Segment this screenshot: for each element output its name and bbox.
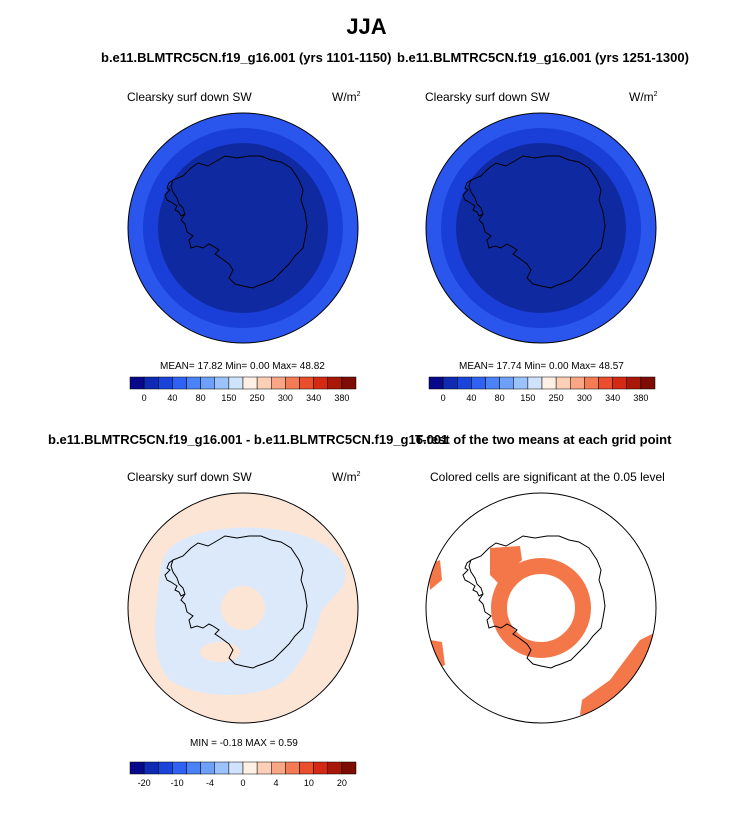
- panel-2-map: [418, 105, 668, 355]
- colorbar-swatch: [271, 377, 285, 389]
- colorbar-swatch: [158, 377, 172, 389]
- colorbar-swatch: [257, 762, 271, 774]
- colorbar-tick-label: 150: [221, 393, 236, 403]
- colorbar-swatch: [130, 377, 144, 389]
- colorbar-swatch: [342, 762, 356, 774]
- colorbar-swatch: [215, 377, 229, 389]
- colorbar-swatch: [570, 377, 584, 389]
- colorbar-tick-label: 250: [250, 393, 265, 403]
- colorbar-swatch: [486, 377, 500, 389]
- panel-1-map: [120, 105, 370, 355]
- colorbar-swatch: [584, 377, 598, 389]
- colorbar-tick-label: 300: [577, 393, 592, 403]
- colorbar-swatch: [429, 377, 443, 389]
- colorbar-swatch: [300, 377, 314, 389]
- panel-3-map: [120, 485, 370, 735]
- colorbar-swatch: [243, 762, 257, 774]
- colorbar-tick-label: 80: [495, 393, 505, 403]
- colorbar-swatch: [314, 762, 328, 774]
- colorbar-swatch: [187, 377, 201, 389]
- colorbar-swatch: [130, 762, 144, 774]
- colorbar-swatch: [243, 377, 257, 389]
- colorbar-swatch: [172, 762, 186, 774]
- panel-4-map: [418, 485, 668, 735]
- panel-1-colorbar: 0 40 80 150 250 300 340 380: [130, 377, 356, 403]
- colorbar-swatch: [285, 762, 299, 774]
- colorbar-swatch: [257, 377, 271, 389]
- colorbar-swatch: [144, 377, 158, 389]
- colorbar-tick-label: -4: [206, 778, 214, 788]
- colorbar-swatch: [300, 762, 314, 774]
- colorbar-swatch: [271, 762, 285, 774]
- colorbar-swatch: [229, 377, 243, 389]
- colorbar-swatch: [144, 762, 158, 774]
- colorbar-swatch: [471, 377, 485, 389]
- colorbar-swatch: [457, 377, 471, 389]
- colorbar-swatch: [641, 377, 655, 389]
- colorbar-swatch: [599, 377, 613, 389]
- colorbar-tick-label: 380: [633, 393, 648, 403]
- colorbar-swatch: [613, 377, 627, 389]
- colorbar-swatch: [342, 377, 356, 389]
- colorbar-swatch: [201, 762, 215, 774]
- colorbar-swatch: [500, 377, 514, 389]
- colorbar-tick-label: 4: [273, 778, 278, 788]
- colorbar-tick-label: -20: [138, 778, 151, 788]
- colorbar-tick-label: 300: [278, 393, 293, 403]
- colorbar-swatch: [528, 377, 542, 389]
- colorbar-swatch: [556, 377, 570, 389]
- colorbar-tick-label: 80: [196, 393, 206, 403]
- colorbar-swatch: [514, 377, 528, 389]
- colorbar-tick-label: 380: [334, 393, 349, 403]
- colorbar-swatch: [229, 762, 243, 774]
- colorbar-tick-label: 0: [240, 778, 245, 788]
- colorbar-tick-label: 340: [605, 393, 620, 403]
- colorbar-tick-label: -10: [171, 778, 184, 788]
- colorbar-tick-label: 40: [466, 393, 476, 403]
- colorbar-swatch: [172, 377, 186, 389]
- colorbar-swatch: [158, 762, 172, 774]
- colorbar-swatch: [187, 762, 201, 774]
- colorbar-tick-label: 340: [306, 393, 321, 403]
- colorbar-swatch: [314, 377, 328, 389]
- colorbar-tick-label: 150: [520, 393, 535, 403]
- colorbar-tick-label: 20: [337, 778, 347, 788]
- panel-3-colorbar: -20 -10 -4 0 4 10 20: [130, 762, 356, 788]
- colorbar-swatch: [328, 762, 342, 774]
- panel-2-colorbar: 0 40 80 150 250 300 340 380: [429, 377, 655, 403]
- colorbar-tick-label: 40: [167, 393, 177, 403]
- colorbar-swatch: [542, 377, 556, 389]
- colorbar-swatch: [285, 377, 299, 389]
- colorbar-swatch: [627, 377, 641, 389]
- colorbar-tick-label: 0: [142, 393, 147, 403]
- colorbar-swatch: [201, 377, 215, 389]
- colorbar-swatch: [328, 377, 342, 389]
- colorbar-tick-label: 250: [549, 393, 564, 403]
- colorbar-tick-label: 0: [441, 393, 446, 403]
- colorbar-swatch: [443, 377, 457, 389]
- colorbar-tick-label: 10: [304, 778, 314, 788]
- colorbar-swatch: [215, 762, 229, 774]
